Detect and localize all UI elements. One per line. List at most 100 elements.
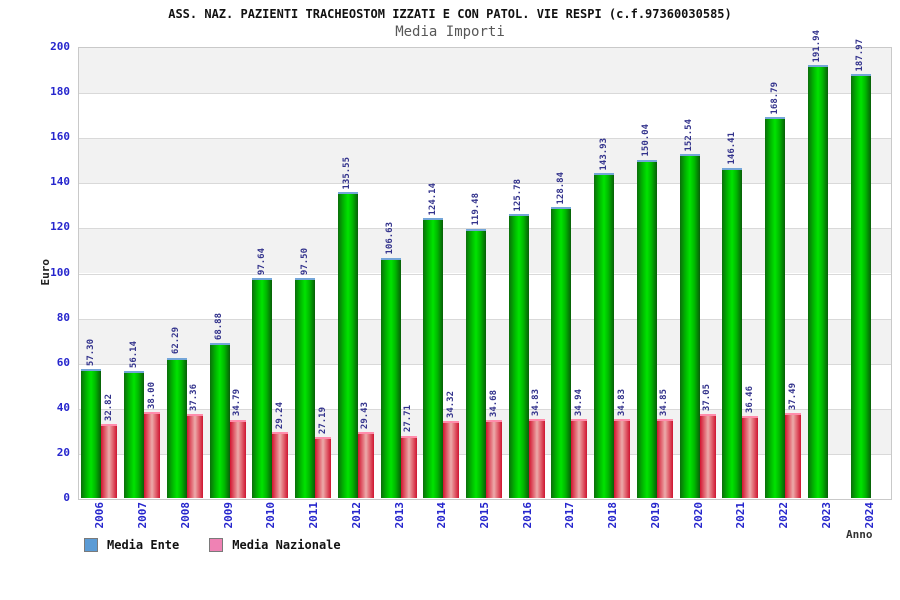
- bar-media-nazionale: [229, 419, 246, 498]
- gridline: [79, 183, 891, 185]
- value-label-media-nazionale: 38.00: [146, 382, 157, 410]
- bar-media-nazionale: [272, 432, 289, 498]
- bar-media-ente: [765, 117, 786, 498]
- value-label-media-ente: 106.63: [385, 222, 396, 255]
- bar-media-ente: [166, 357, 187, 498]
- x-tick-label-year: 2016: [520, 502, 534, 529]
- bar-media-nazionale: [357, 431, 374, 498]
- gridline: [79, 138, 891, 140]
- value-label-media-ente: 97.64: [256, 247, 267, 275]
- value-label-media-ente: 57.30: [85, 338, 96, 366]
- x-axis-title: Anno: [846, 528, 873, 541]
- value-label-media-nazionale: 36.46: [744, 385, 755, 413]
- value-label-media-nazionale: 37.05: [702, 384, 713, 412]
- bar-media-nazionale: [528, 419, 545, 498]
- value-label-media-ente: 187.97: [855, 38, 866, 72]
- value-label-media-ente: 119.48: [470, 193, 481, 226]
- value-label-media-nazionale: 37.36: [189, 383, 200, 411]
- y-tick-label: 100: [50, 265, 70, 279]
- y-tick-label: 180: [50, 85, 70, 99]
- x-tick-label-year: 2007: [136, 502, 150, 529]
- bar-media-ente: [252, 277, 273, 498]
- bar-media-ente: [508, 214, 529, 498]
- plot-band: [79, 183, 891, 229]
- legend-label-media-ente: Media Ente: [107, 538, 180, 552]
- bar-media-nazionale: [785, 413, 802, 498]
- bar-media-nazionale: [101, 424, 118, 498]
- plot-band: [79, 48, 891, 94]
- y-tick-label: 140: [50, 175, 70, 189]
- value-label-media-ente: 191.94: [812, 29, 823, 63]
- legend: Media Ente Media Nazionale: [84, 538, 371, 552]
- bar-media-nazionale: [186, 413, 203, 498]
- value-label-media-ente: 56.14: [128, 341, 139, 369]
- value-label-media-nazionale: 29.24: [274, 401, 285, 430]
- bar-media-nazionale: [400, 435, 417, 498]
- chart-title: ASS. NAZ. PAZIENTI TRACHEOSTOM IZZATI E …: [168, 7, 732, 21]
- value-label-media-ente: 97.50: [299, 248, 310, 276]
- bar-media-ente: [679, 154, 700, 498]
- plot-area: [78, 47, 892, 500]
- x-tick-label-year: 2012: [349, 502, 363, 529]
- value-label-media-nazionale: 27.71: [403, 405, 414, 433]
- bar-media-nazionale: [656, 419, 673, 498]
- value-label-media-nazionale: 34.94: [573, 389, 584, 417]
- plot-band: [79, 93, 891, 139]
- x-tick-label-year: 2019: [648, 502, 662, 529]
- value-label-media-ente: 124.14: [427, 182, 438, 216]
- value-label-media-nazionale: 27.19: [317, 406, 328, 434]
- x-tick-label-year: 2009: [221, 502, 235, 529]
- y-tick-label: 120: [50, 220, 70, 234]
- bar-media-nazionale: [742, 415, 759, 498]
- value-label-media-nazionale: 29.43: [360, 401, 371, 429]
- bar-media-nazionale: [614, 419, 631, 498]
- bar-media-ente: [423, 218, 444, 498]
- bar-media-ente: [850, 74, 871, 498]
- bar-media-nazionale: [571, 419, 588, 498]
- value-label-media-nazionale: 34.32: [445, 390, 456, 418]
- bar-media-ente: [636, 159, 657, 498]
- bar-media-nazionale: [144, 412, 161, 498]
- bar-media-ente: [594, 173, 615, 498]
- legend-swatch-media-nazionale: [209, 538, 224, 552]
- bar-media-ente: [722, 167, 743, 498]
- value-label-media-ente: 135.55: [342, 156, 353, 190]
- value-label-media-ente: 146.41: [726, 132, 737, 165]
- gridline: [79, 93, 891, 95]
- x-tick-label-year: 2020: [691, 502, 705, 529]
- bar-media-nazionale: [699, 414, 716, 498]
- x-tick-label-year: 2011: [307, 502, 321, 529]
- bar-media-ente: [295, 278, 316, 498]
- legend-label-media-nazionale: Media Nazionale: [232, 538, 341, 552]
- value-label-media-ente: 68.88: [214, 312, 225, 340]
- x-tick-label-year: 2010: [264, 502, 278, 529]
- value-label-media-nazionale: 34.83: [531, 389, 542, 417]
- bar-media-ente: [81, 368, 102, 498]
- value-label-media-ente: 168.79: [769, 81, 780, 115]
- bar-media-nazionale: [486, 419, 502, 498]
- value-label-media-ente: 125.78: [513, 178, 524, 212]
- legend-swatch-media-ente: [84, 538, 98, 552]
- x-tick-label-year: 2017: [563, 502, 577, 529]
- bar-media-ente: [807, 65, 828, 498]
- value-label-media-nazionale: 34.79: [232, 389, 243, 417]
- plot-band: [79, 138, 891, 184]
- bar-media-nazionale: [315, 436, 332, 498]
- value-label-media-ente: 143.93: [598, 137, 609, 171]
- bar-media-ente: [551, 207, 572, 498]
- x-tick-label-year: 2006: [93, 502, 107, 529]
- bar-media-ente: [380, 257, 401, 498]
- y-tick-label: 20: [56, 445, 70, 459]
- x-tick-label-year: 2024: [862, 502, 876, 529]
- chart-subtitle: Media Importi: [395, 24, 505, 40]
- value-label-media-nazionale: 34.85: [659, 389, 670, 417]
- x-tick-label-year: 2013: [392, 502, 406, 529]
- value-label-media-ente: 150.04: [641, 124, 652, 157]
- bar-media-ente: [124, 371, 145, 498]
- x-tick-label-year: 2018: [606, 502, 620, 529]
- bar-media-ente: [337, 192, 358, 498]
- y-tick-label: 0: [63, 491, 70, 504]
- x-tick-label-year: 2022: [777, 502, 791, 529]
- x-tick-label-year: 2008: [178, 502, 192, 529]
